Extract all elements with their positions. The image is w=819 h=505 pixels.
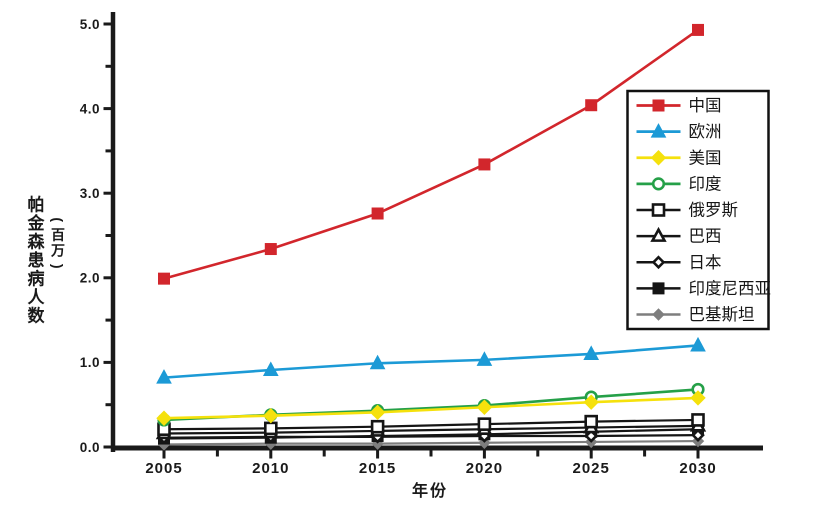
legend-label-europe: 欧洲 [689,122,722,141]
axes [110,12,763,452]
series-europe [156,336,706,384]
line-china [163,28,699,280]
legend-label-usa: 美国 [689,148,722,167]
svg-text:金: 金 [27,213,46,233]
svg-text:森: 森 [28,231,46,251]
series-usa [156,390,706,426]
x-tick-label: 2005 [145,460,182,477]
y-axis-unit: ( 百万) [50,217,66,268]
legend-item-indonesia: 印度尼西亚 [636,279,772,298]
marker-russia [584,414,599,429]
marker-china [652,99,665,112]
legend-label-pakistan: 巴基斯坦 [689,305,755,324]
line-europe [163,344,699,379]
legend-item-china: 中国 [636,96,722,115]
y-tick-label: 1.0 [80,355,100,370]
series-japan [157,428,705,445]
marker-russia [263,421,278,436]
svg-text:病: 病 [28,268,45,288]
y-tick-label: 5.0 [80,17,100,32]
series-india [157,382,705,427]
x-tick-label: 2025 [573,460,610,477]
x-tick-label: 2020 [466,460,503,477]
y-axis-ticks: 0.0 1.0 2.0 3.0 4.0 5.0 [80,17,112,455]
marker-usa [369,404,386,421]
marker-usa [690,390,706,406]
y-tick-label: 0.0 [80,440,100,455]
series-china [158,23,704,285]
marker-china [585,99,598,112]
legend-item-usa: 美国 [636,148,722,167]
svg-text:百: 百 [51,227,65,243]
marker-china [264,243,277,256]
legend-label-russia: 俄罗斯 [689,201,739,220]
legend-item-japan: 日本 [636,253,722,272]
x-tick-label: 2010 [252,460,289,477]
svg-text:): ) [50,264,66,269]
legend-item-pakistan: 巴基斯坦 [636,305,755,324]
marker-china [158,272,170,285]
x-tick-label: 2030 [679,460,716,477]
svg-text:(: ( [50,217,66,222]
line-usa [163,396,699,420]
y-tick-label: 2.0 [80,271,100,286]
marker-japan [691,428,705,442]
marker-china [692,23,704,36]
marker-china [478,158,491,171]
legend-item-russia: 俄罗斯 [636,201,739,220]
legend-label-india: 印度 [689,174,722,193]
marker-japan [651,255,666,270]
svg-text:数: 数 [28,305,46,325]
marker-usa [263,407,279,424]
legend-item-india: 印度 [636,174,722,193]
line-japan [163,434,699,439]
legend-label-china: 中国 [689,96,722,115]
marker-usa [476,399,493,415]
marker-europe [262,361,279,377]
marker-russia [691,413,705,427]
marker-europe [476,351,493,366]
marker-indonesia [652,282,665,295]
legend-item-europe: 欧洲 [636,122,722,141]
marker-brazil [650,226,667,242]
line-pakistan [163,439,699,446]
marker-usa [583,394,599,410]
svg-text:帕: 帕 [28,194,45,214]
svg-text:患: 患 [28,251,45,270]
marker-usa [156,410,172,426]
svg-text:万: 万 [50,243,65,259]
marker-europe [369,354,386,370]
marker-europe [583,345,600,360]
marker-usa [650,150,667,166]
marker-india [651,177,666,191]
marker-europe [650,123,667,138]
svg-text:人: 人 [28,288,46,307]
y-tick-label: 4.0 [80,101,100,116]
legend-label-brazil: 巴西 [689,228,722,246]
y-tick-label: 3.0 [80,186,100,201]
marker-pakistan [652,308,665,321]
marker-japan [584,429,599,443]
x-axis-title: 年份 [412,481,448,500]
marker-russia [477,417,492,431]
x-axis-ticks: 2005 2010 2015 2020 2025 2030 [145,450,716,477]
legend-label-japan: 日本 [689,253,722,272]
legend-item-brazil: 巴西 [636,226,722,246]
line-russia [163,418,699,431]
marker-europe [690,336,706,352]
marker-europe [156,369,172,384]
legend-label-indonesia: 印度尼西亚 [689,279,772,298]
marker-russia [370,419,385,434]
x-tick-label: 2015 [359,460,396,477]
line-brazil [163,424,699,435]
marker-china [371,207,384,220]
marker-russia [651,203,666,217]
